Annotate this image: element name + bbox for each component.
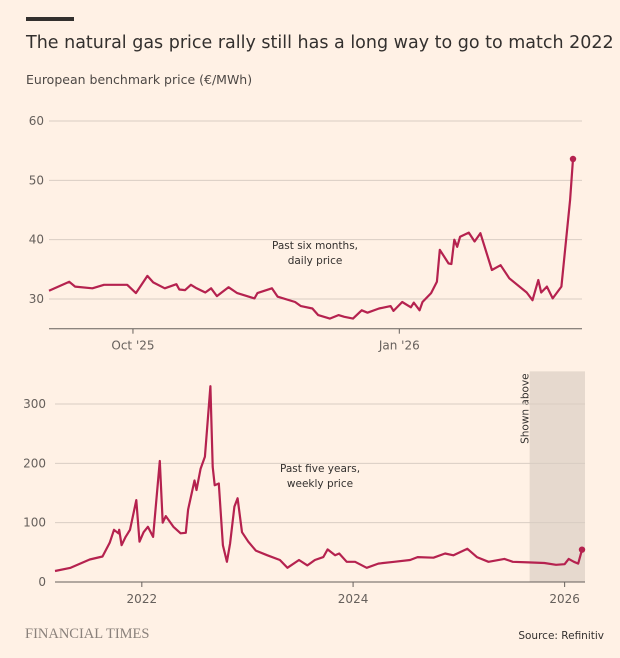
annotation-line: daily price	[288, 255, 343, 267]
annotation-line: Past six months,	[272, 240, 358, 252]
end-marker	[569, 155, 577, 163]
price-line	[48, 158, 575, 320]
end-marker	[578, 546, 586, 553]
y-tick-label: 50	[29, 173, 44, 187]
shaded-region-label: Shown above	[520, 373, 532, 444]
chart-title: The natural gas price rally still has a …	[25, 33, 614, 53]
x-tick-label: 2024	[338, 592, 369, 606]
y-tick-label: 40	[29, 233, 44, 247]
x-tick-label: Jan '26	[378, 339, 420, 353]
y-tick-label: 200	[23, 456, 46, 470]
annotation-line: weekly price	[287, 478, 353, 490]
title-accent-bar	[26, 17, 74, 21]
ft-logo: FINANCIAL TIMES	[25, 626, 149, 642]
y-tick-label: 0	[38, 575, 46, 589]
chart-subtitle: European benchmark price (€/MWh)	[26, 72, 252, 87]
annotation-line: Past five years,	[280, 463, 360, 475]
top-chart: 30 40 50 60 Oct '25 Jan '26 Past six months, da…	[29, 114, 582, 353]
bottom-chart: Shown above 0 100 200 300 2022 2024 2026 Past fi…	[23, 371, 586, 606]
y-tick-label: 30	[29, 292, 44, 306]
y-tick-label: 60	[29, 114, 44, 128]
x-tick-label: Oct '25	[111, 339, 154, 353]
y-tick-label: 300	[23, 397, 46, 411]
source-note: Source: Refinitiv	[518, 630, 604, 642]
x-tick-label: 2026	[549, 592, 580, 606]
x-tick-label: 2022	[127, 592, 158, 606]
y-tick-label: 100	[23, 516, 46, 530]
shaded-region	[529, 371, 585, 582]
price-line	[54, 385, 584, 573]
